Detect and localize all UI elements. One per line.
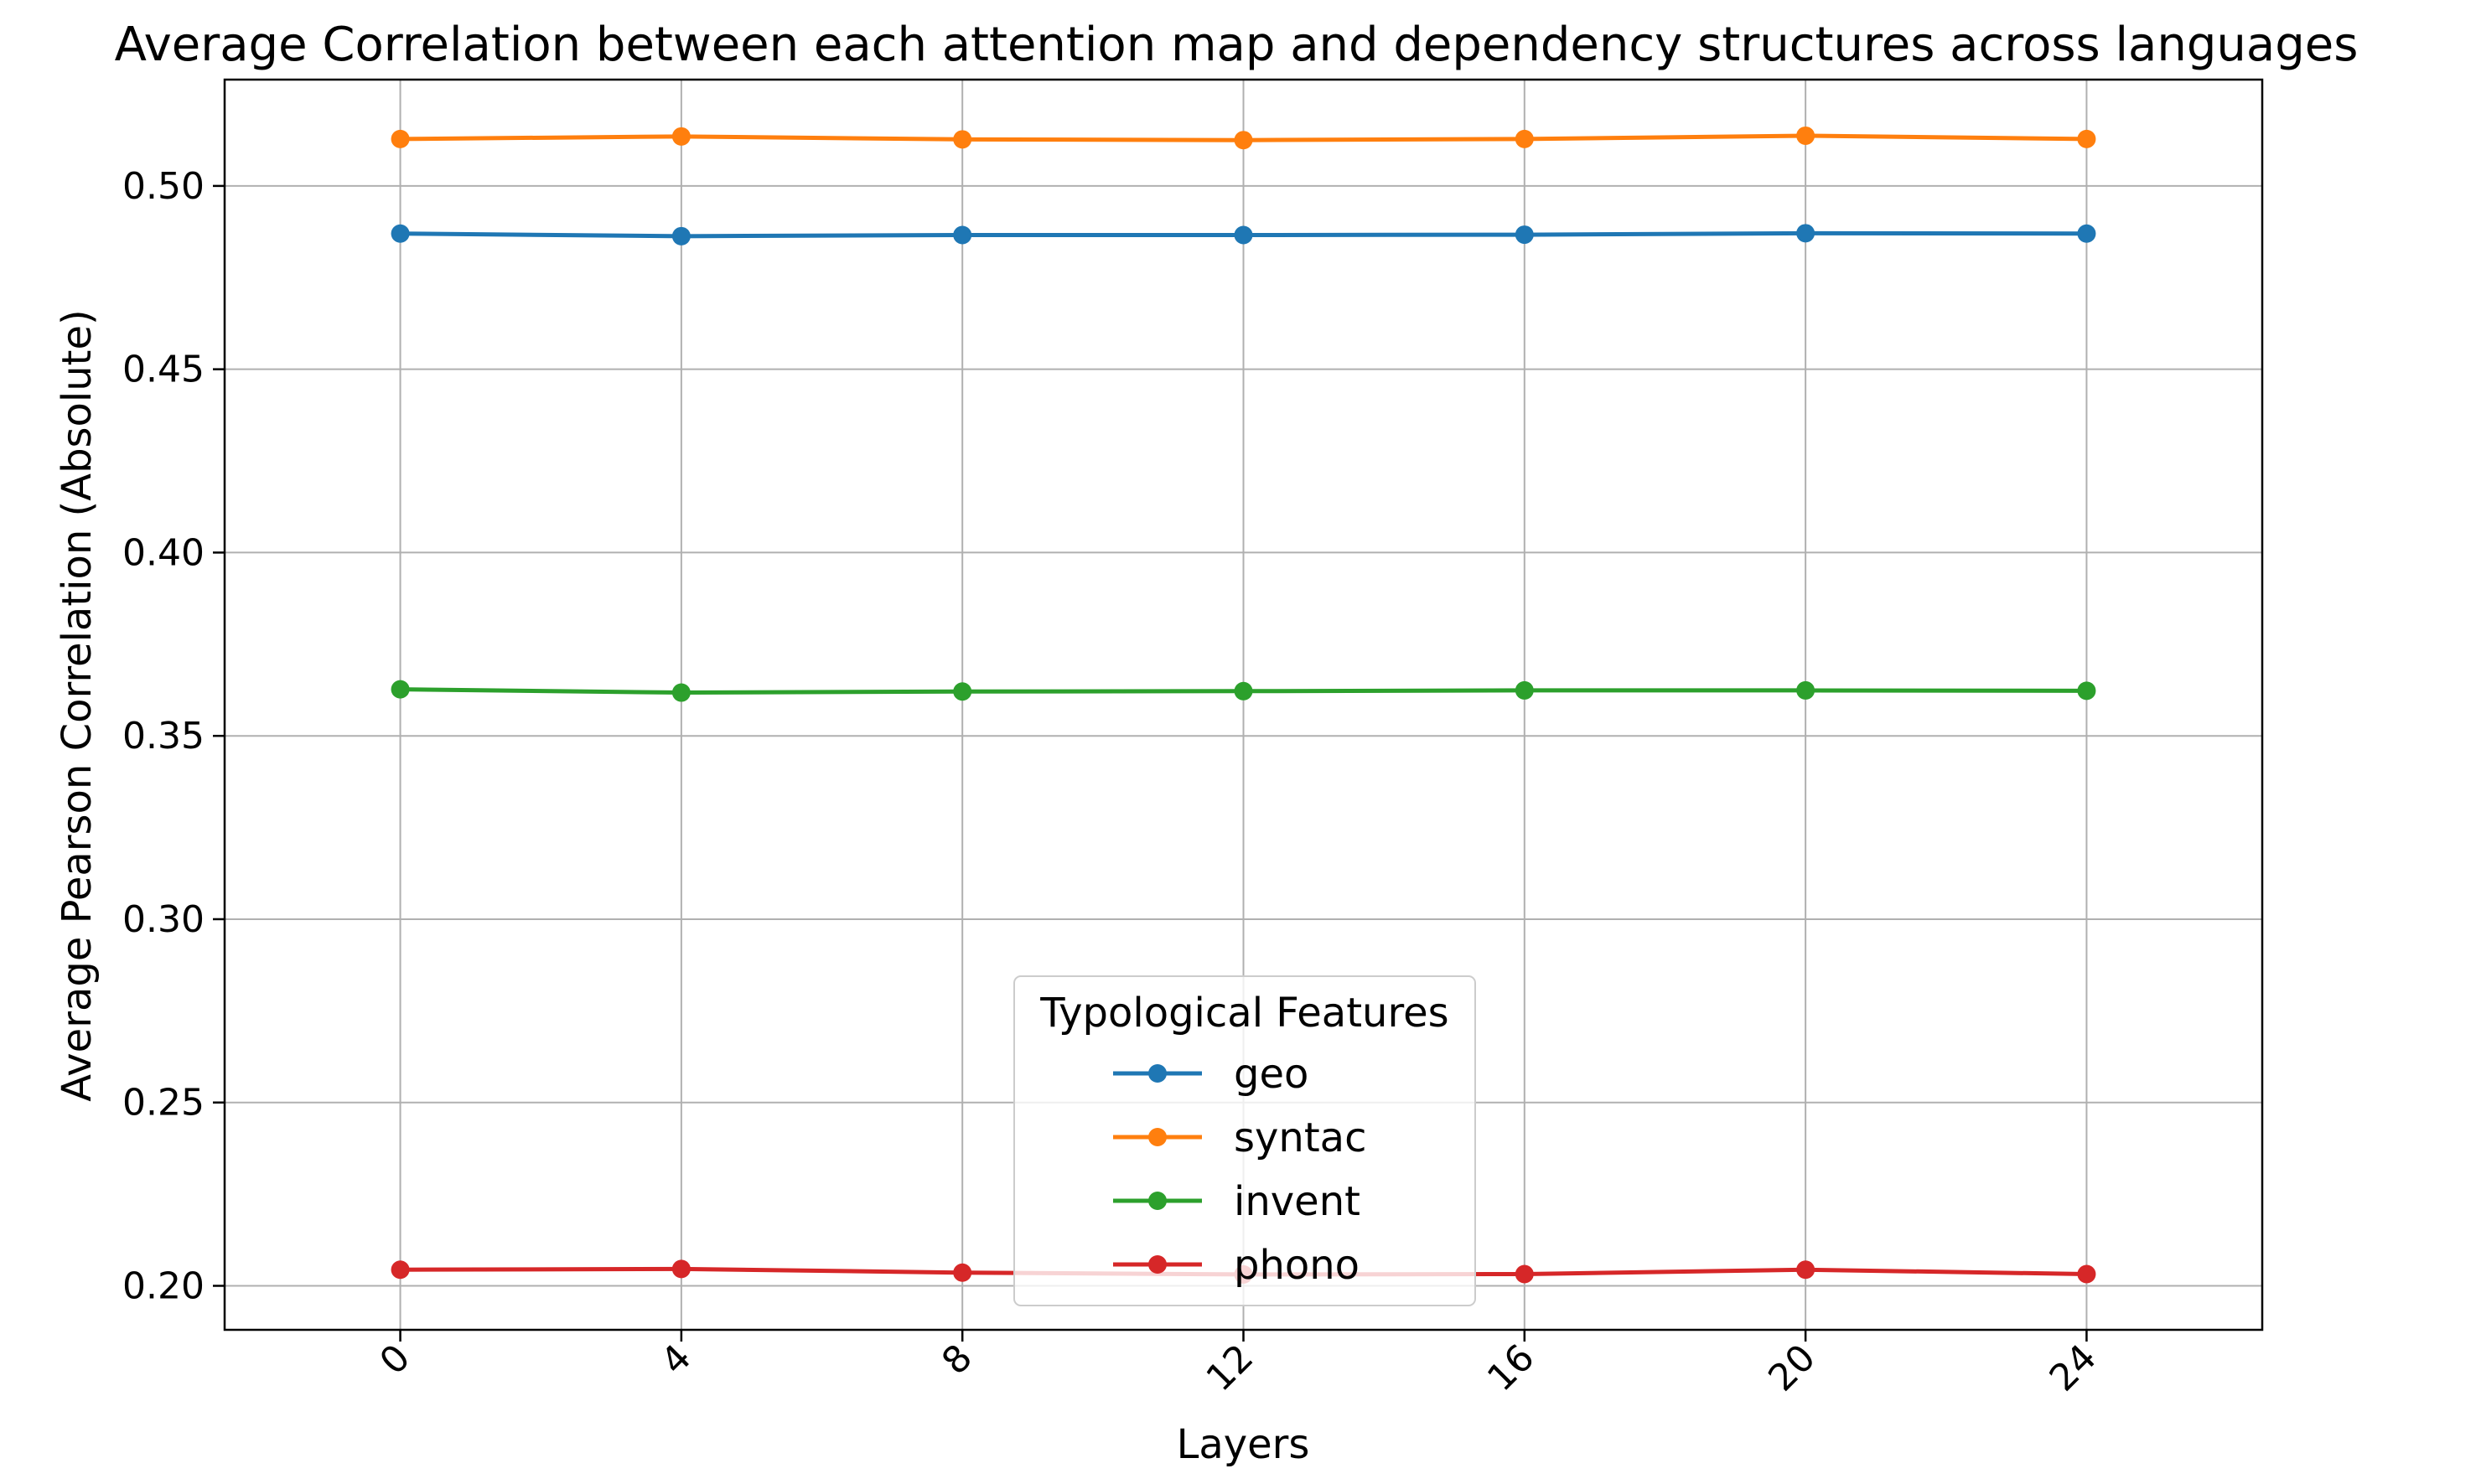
legend-title: Typological Features (1039, 990, 1448, 1037)
data-point-syntac (2077, 129, 2096, 148)
y-tick-label: 0.35 (122, 715, 205, 758)
data-point-geo (1515, 225, 1534, 245)
data-point-phono (2077, 1264, 2096, 1284)
data-point-phono (671, 1259, 691, 1279)
x-tick-label: 20 (1760, 1337, 1824, 1400)
series-geo (391, 224, 2096, 246)
data-point-syntac (953, 130, 972, 149)
data-point-geo (2077, 224, 2096, 243)
legend-marker-icon (1148, 1255, 1167, 1274)
chart-title: Average Correlation between each attenti… (115, 18, 2359, 72)
data-point-geo (953, 225, 972, 245)
legend-marker-icon (1148, 1128, 1167, 1146)
legend-entry-invent: invent (1113, 1178, 1360, 1225)
data-point-phono (391, 1260, 410, 1280)
series-syntac (391, 126, 2096, 150)
x-tick-label: 24 (2042, 1337, 2105, 1400)
x-tick-label: 16 (1479, 1337, 1543, 1400)
data-point-geo (1234, 225, 1253, 245)
y-tick-label: 0.25 (122, 1082, 205, 1125)
data-point-syntac (1515, 129, 1534, 148)
legend-box (1013, 975, 1476, 1306)
y-tick-label: 0.50 (122, 165, 205, 208)
data-point-invent (671, 683, 691, 702)
y-tick-label: 0.45 (122, 349, 205, 391)
y-tick-label: 0.30 (122, 898, 205, 941)
legend-entry-geo: geo (1113, 1051, 1308, 1098)
x-tick-label: 0 (371, 1337, 418, 1383)
x-axis: 0 4 8 12 16 20 24 (371, 1330, 2105, 1399)
series-invent (391, 680, 2096, 702)
legend-entry-syntac: syntac (1113, 1114, 1366, 1161)
legend-label: phono (1234, 1242, 1360, 1289)
data-point-phono (1515, 1264, 1534, 1284)
grid (225, 80, 2262, 1330)
data-point-invent (1515, 680, 1534, 700)
data-point-syntac (1234, 131, 1253, 150)
data-point-invent (953, 682, 972, 701)
y-axis-label: Average Pearson Correlation (Absolute) (54, 309, 101, 1102)
y-axis: 0.20 0.25 0.30 0.35 0.40 0.45 0.50 (122, 165, 225, 1307)
y-tick-label: 0.20 (122, 1264, 205, 1307)
series-layer (391, 126, 2096, 1284)
legend-marker-icon (1148, 1064, 1167, 1083)
x-tick-label: 4 (653, 1337, 700, 1383)
x-tick-label: 8 (934, 1337, 981, 1383)
data-point-syntac (1796, 126, 1815, 145)
x-tick-label: 12 (1199, 1337, 1262, 1400)
data-point-invent (1234, 681, 1253, 701)
data-point-phono (1796, 1260, 1815, 1280)
legend-marker-icon (1148, 1192, 1167, 1210)
data-point-geo (671, 226, 691, 246)
y-tick-label: 0.40 (122, 531, 205, 574)
data-point-invent (2077, 681, 2096, 701)
legend-label: geo (1234, 1051, 1308, 1098)
legend-label: syntac (1234, 1114, 1366, 1161)
data-point-invent (1796, 680, 1815, 700)
x-axis-label: Layers (1177, 1421, 1310, 1468)
data-point-geo (1796, 224, 1815, 243)
data-point-invent (391, 680, 410, 699)
data-point-syntac (671, 127, 691, 146)
legend-label: invent (1234, 1178, 1360, 1225)
legend-entries: geo syntac invent phono (1113, 1051, 1366, 1289)
legend-entry-phono: phono (1113, 1242, 1360, 1289)
data-point-phono (953, 1263, 972, 1282)
data-point-syntac (391, 129, 410, 148)
data-point-geo (391, 224, 410, 243)
legend: Typological Features geo syntac invent phon… (1013, 975, 1476, 1306)
